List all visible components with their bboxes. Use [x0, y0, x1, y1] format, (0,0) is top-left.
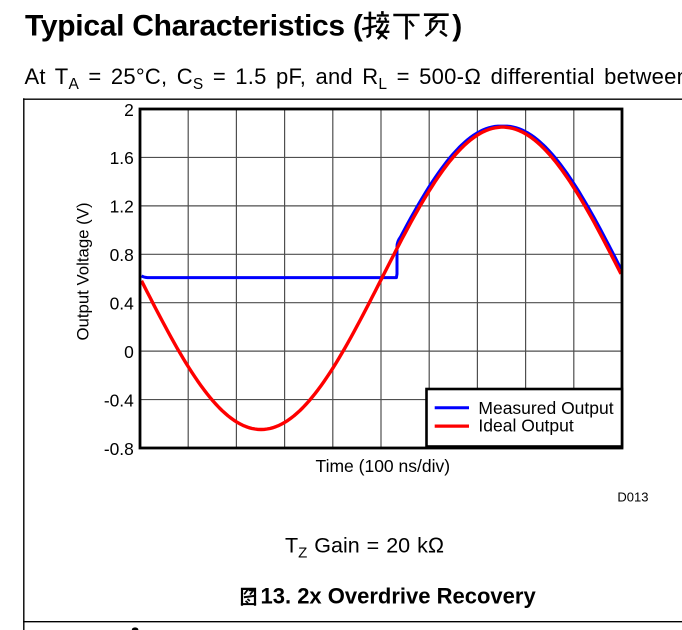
svg-text:1.6: 1.6: [110, 148, 134, 168]
svg-text:0: 0: [124, 342, 134, 362]
svg-text:0.8: 0.8: [110, 245, 134, 265]
svg-text:1.2: 1.2: [110, 197, 134, 217]
svg-text:TZ Gain = 20 kΩ: TZ Gain = 20 kΩ: [285, 533, 444, 561]
svg-text:-0.4: -0.4: [104, 390, 134, 410]
svg-text:Measured Output: Measured Output: [478, 398, 613, 418]
svg-text:Time (100 ns/div): Time (100 ns/div): [316, 456, 451, 476]
svg-text:At TA = 25°C, CS = 1.5 pF, and: At TA = 25°C, CS = 1.5 pF, and RL = 500-…: [25, 64, 682, 93]
svg-text:0.4: 0.4: [110, 294, 135, 314]
svg-text:Ideal Output: Ideal Output: [478, 415, 573, 435]
svg-text:): ): [452, 9, 462, 42]
svg-text:13. 2x Overdrive Recovery: 13. 2x Overdrive Recovery: [261, 583, 537, 608]
svg-text:-0.8: -0.8: [104, 439, 134, 459]
svg-text:Typical Characteristics (: Typical Characteristics (: [25, 9, 363, 42]
svg-text:Output Voltage (V): Output Voltage (V): [74, 202, 93, 340]
svg-text:2: 2: [124, 100, 134, 120]
svg-text:D013: D013: [617, 489, 648, 504]
